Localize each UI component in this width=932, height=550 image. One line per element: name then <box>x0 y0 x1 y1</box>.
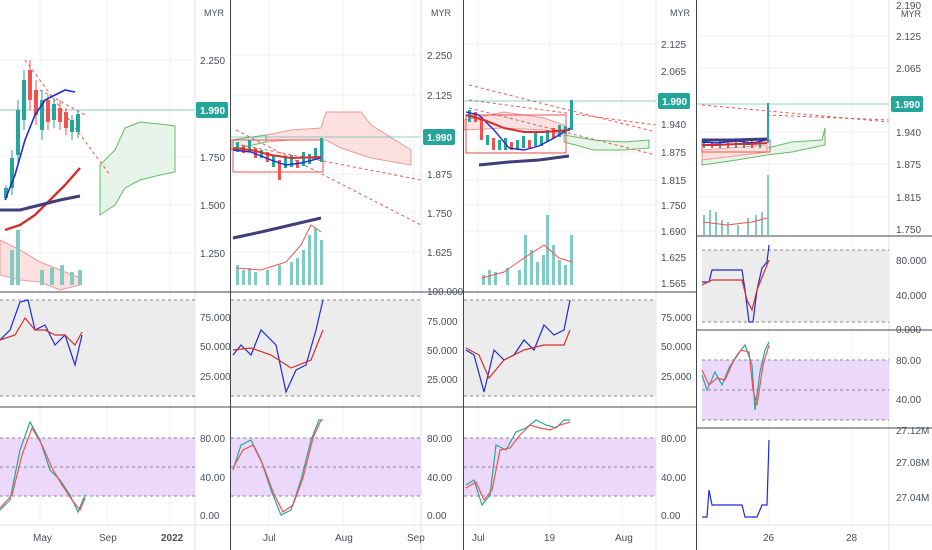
price-tick: 1.250 <box>200 249 225 260</box>
currency-label: MYR <box>204 8 225 18</box>
price-tick: 1.940 <box>661 120 686 131</box>
stoch-tick: 40.00 <box>427 473 452 484</box>
rsi-tick: 40.000 <box>896 291 927 302</box>
price-tick: 1.875 <box>661 148 686 159</box>
price-badge-text: 1.990 <box>662 97 687 108</box>
price-tick: 2.125 <box>427 91 452 102</box>
price-tick: 2.125 <box>896 32 921 43</box>
time-tick: 28 <box>846 533 858 544</box>
rsi-tick: 50.000 <box>427 346 458 357</box>
volume-tick: 27.12M <box>896 426 929 437</box>
stoch-tick: 80.00 <box>427 434 452 445</box>
rsi-tick: 25.000 <box>200 372 230 383</box>
rsi-tick: 75.000 <box>200 313 230 324</box>
time-tick: Sep <box>99 533 117 544</box>
time-tick: 26 <box>763 533 775 544</box>
price-tick: 1.940 <box>896 128 921 139</box>
price-tick: 1.750 <box>200 153 225 164</box>
price-tick: 1.815 <box>896 193 921 204</box>
panel-divider[interactable] <box>230 0 231 550</box>
price-tick: 1.750 <box>896 225 921 236</box>
rsi-tick: 25.000 <box>427 375 458 386</box>
price-tick: 2.190 <box>896 1 921 12</box>
price-badge <box>196 102 228 118</box>
stoch-tick: 0.00 <box>661 511 681 522</box>
price-tick: 1.815 <box>661 176 686 187</box>
price-tick: 1.500 <box>200 201 225 212</box>
chart-panel-3[interactable]: MYR 2.125 2.065 1.940 1.875 1.815 1.750 … <box>464 0 696 550</box>
price-tick: 2.250 <box>200 56 225 67</box>
rsi-tick: 100.000 <box>427 287 463 298</box>
currency-label: MYR <box>670 8 691 18</box>
price-tick: 1.875 <box>427 170 452 181</box>
time-tick: Jul <box>263 533 276 544</box>
time-tick: 19 <box>544 533 556 544</box>
price-tick: 1.875 <box>896 160 921 171</box>
chart-panel-4[interactable]: 2.190 MYR 2.125 2.065 1.940 1.875 1.815 … <box>697 0 932 550</box>
chart-panel-1[interactable]: MYR 2.250 1.750 1.500 1.250 1.990 75.000… <box>0 0 230 550</box>
stoch-tick: 80.00 <box>896 356 921 367</box>
stoch-tick: 0.00 <box>200 511 220 522</box>
price-tick: 2.250 <box>427 51 452 62</box>
time-tick: 2022 <box>161 533 184 544</box>
rsi-tick: 25.000 <box>661 372 692 383</box>
rsi-tick: 80.000 <box>896 256 927 267</box>
stoch-tick: 0.00 <box>427 511 447 522</box>
time-tick: Aug <box>615 533 633 544</box>
price-badge <box>891 96 923 112</box>
chart-panel-2[interactable]: MYR 2.250 2.125 1.875 1.750 1.625 1.990 … <box>231 0 463 550</box>
stoch-tick: 40.00 <box>200 473 225 484</box>
time-tick: May <box>33 533 52 544</box>
panel-divider[interactable] <box>696 0 697 550</box>
chart-panel-1-canvas: MYR 2.250 1.750 1.500 1.250 1.990 75.000… <box>0 0 230 550</box>
price-badge <box>658 93 690 109</box>
price-tick: 1.625 <box>427 248 452 259</box>
chart-panel-4-canvas: 2.190 MYR 2.125 2.065 1.940 1.875 1.815 … <box>697 0 932 550</box>
rsi-tick: 75.000 <box>661 313 692 324</box>
price-tick: 1.690 <box>661 227 686 238</box>
stoch-tick: 40.00 <box>661 473 686 484</box>
price-tick: 1.565 <box>661 279 686 290</box>
price-badge-text: 1.990 <box>200 106 225 117</box>
currency-label: MYR <box>431 8 452 18</box>
price-tick: 1.750 <box>661 201 686 212</box>
price-tick: 1.750 <box>427 209 452 220</box>
time-tick: Sep <box>407 533 425 544</box>
price-badge-text: 1.990 <box>895 100 920 111</box>
price-badge-text: 1.990 <box>427 133 452 144</box>
price-tick: 2.065 <box>896 64 921 75</box>
rsi-tick: 50.000 <box>661 342 692 353</box>
time-tick: Jul <box>472 533 485 544</box>
chart-panel-3-canvas: MYR 2.125 2.065 1.940 1.875 1.815 1.750 … <box>464 0 696 550</box>
volume-tick: 27.04M <box>896 493 929 504</box>
price-tick: 1.625 <box>661 253 686 264</box>
chart-panel-2-canvas: MYR 2.250 2.125 1.875 1.750 1.625 1.990 … <box>231 0 463 550</box>
stoch-tick: 80.00 <box>200 434 225 445</box>
stoch-tick: 80.00 <box>661 434 686 445</box>
price-tick: 2.125 <box>661 40 686 51</box>
volume-tick: 27.08M <box>896 458 929 469</box>
panel-divider[interactable] <box>463 0 464 550</box>
rsi-tick: 50.000 <box>200 342 230 353</box>
rsi-tick: 0.000 <box>896 325 921 336</box>
time-tick: Aug <box>335 533 353 544</box>
stoch-tick: 40.00 <box>896 395 921 406</box>
currency-label: MYR <box>901 9 922 19</box>
rsi-tick: 75.000 <box>427 317 458 328</box>
price-tick: 2.065 <box>661 67 686 78</box>
price-badge <box>423 129 455 145</box>
